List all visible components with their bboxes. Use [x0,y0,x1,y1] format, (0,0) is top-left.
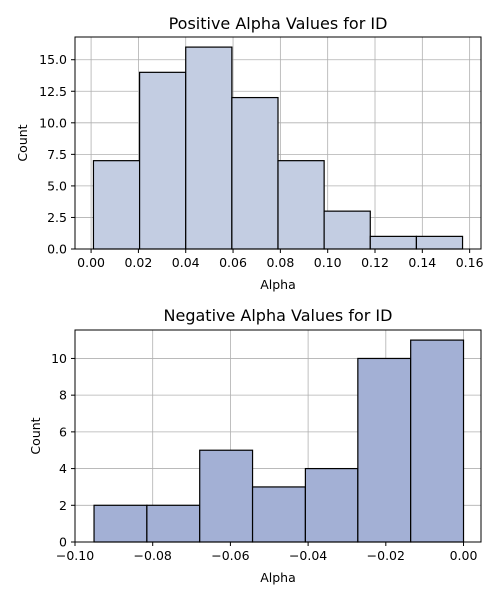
positive-y-tick-label: 0.0 [47,242,67,257]
negative-chart-title: Negative Alpha Values for ID [164,306,393,325]
negative-x-tick-label: −0.04 [289,548,327,563]
negative-x-tick-label: −0.02 [367,548,405,563]
positive-x-tick-label: 0.04 [172,255,200,270]
negative-histogram: −0.10 −0.08 −0.06 −0.04 −0.02 0.00 0 2 4 6 8 10 Nega… [28,306,482,585]
positive-histogram: 0.00 0.02 0.04 0.06 0.08 0.10 0.12 0.14 0.16 0.0 2… [15,14,484,292]
positive-y-tick-label: 5.0 [47,178,67,193]
negative-x-tick-label: −0.08 [134,548,172,563]
positive-bar-6 [369,235,418,250]
positive-y-tick-label: 2.5 [47,210,67,225]
positive-bar-7 [415,235,464,250]
positive-axes-frame [74,36,482,250]
negative-y-tick-label: 0 [59,535,67,550]
positive-x-tick-label: 0.08 [266,255,294,270]
negative-y-tick-label: 8 [59,388,67,403]
negative-x-axis-label: Alpha [260,570,296,585]
positive-bar-2 [185,46,233,250]
negative-y-axis-label: Count [28,417,43,454]
negative-bar-2 [199,449,254,543]
positive-x-tick-label: 0.06 [219,255,247,270]
positive-x-tick-label: 0.00 [77,255,105,270]
negative-axes-frame [74,329,482,543]
positive-x-tick-label: 0.02 [124,255,152,270]
negative-bar-0 [93,504,148,543]
positive-x-axis-label: Alpha [260,277,296,292]
positive-y-tick-label: 12.5 [39,84,67,99]
negative-bar-6 [410,339,465,543]
negative-x-tick-label: −0.06 [211,548,249,563]
positive-bar-4 [277,160,325,250]
positive-x-tick-label: 0.16 [456,255,484,270]
positive-y-tick-label: 7.5 [47,147,67,162]
positive-x-tick-label: 0.10 [314,255,342,270]
positive-bar-5 [323,210,371,250]
positive-y-tick-label: 15.0 [39,52,67,67]
positive-bar-3 [231,96,279,250]
negative-x-tick-label: −0.10 [56,548,94,563]
negative-y-tick-label: 4 [59,461,67,476]
negative-y-tick-label: 2 [59,498,67,513]
negative-y-tick-label: 6 [59,424,67,439]
negative-bar-4 [304,467,359,543]
positive-y-axis-label: Count [15,124,30,161]
positive-chart-title: Positive Alpha Values for ID [169,14,388,33]
positive-x-tick-label: 0.12 [361,255,389,270]
negative-y-tick-label: 10 [51,351,67,366]
positive-x-tick-label: 0.14 [408,255,436,270]
negative-bar-1 [146,504,201,543]
positive-bar-1 [138,71,187,250]
negative-bar-5 [357,357,412,543]
negative-bar-3 [251,486,306,543]
positive-y-tick-label: 10.0 [39,115,67,130]
negative-x-tick-label: 0.00 [450,548,478,563]
positive-bar-0 [92,160,141,250]
